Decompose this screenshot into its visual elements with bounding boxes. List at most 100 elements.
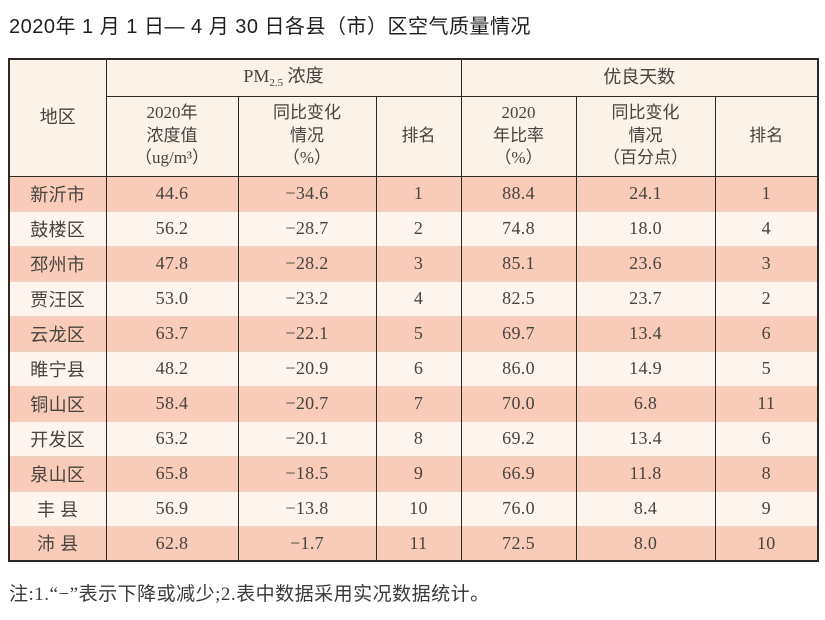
gd-change-cell: 18.0 — [575, 210, 716, 246]
gd-rank-cell: 8 — [714, 455, 819, 491]
pm-change-cell: −13.8 — [237, 490, 377, 526]
table-row: 新沂市 44.6 −34.6 1 88.4 24.1 1 — [8, 176, 819, 211]
gd-change-cell: 13.4 — [575, 420, 716, 456]
pm-rank-cell: 8 — [375, 420, 462, 456]
gd-change-cell: 23.6 — [575, 245, 716, 281]
gd-change-cell: 13.4 — [575, 315, 716, 351]
table-header: 地区 PM2.5 浓度 优良天数 2020年 浓度值 （ug/m³） 同比变化 … — [8, 59, 819, 177]
header-group-row: 地区 PM2.5 浓度 优良天数 — [8, 59, 819, 177]
header-sub-row: 2020年 浓度值 （ug/m³） 同比变化 情况 （%） 排名 2020 年比… — [9, 96, 819, 177]
pm-change-cell: −22.1 — [237, 315, 377, 351]
table-row: 鼓楼区 56.2 −28.7 2 74.8 18.0 4 — [8, 210, 819, 246]
page-title: 2020年 1 月 1 日— 4 月 30 日各县（市）区空气质量情况 — [9, 16, 532, 38]
pm-change-cell: −20.7 — [237, 385, 377, 421]
pm-rank-cell: 6 — [375, 350, 462, 386]
gd-rate-cell: 82.5 — [460, 280, 577, 316]
pm-rank-cell: 7 — [375, 385, 462, 421]
gd-rank-cell: 4 — [714, 210, 819, 246]
table-row: 贾汪区 53.0 −23.2 4 82.5 23.7 2 — [8, 280, 819, 316]
table-row: 泉山区 65.8 −18.5 9 66.9 11.8 8 — [8, 455, 819, 491]
pm-rank-cell: 1 — [375, 176, 462, 211]
pm-rank-cell: 3 — [375, 245, 462, 281]
header-pm25-group: PM2.5 浓度 — [105, 59, 462, 97]
gd-rank-cell: 9 — [714, 490, 819, 526]
region-cell: 鼓楼区 — [8, 210, 107, 246]
region-cell: 开发区 — [8, 420, 107, 456]
region-cell: 丰 县 — [8, 490, 107, 526]
header-pm-change: 同比变化 情况 （%） — [237, 96, 377, 177]
table-row: 邳州市 47.8 −28.2 3 85.1 23.6 3 — [8, 245, 819, 281]
region-cell: 泉山区 — [8, 455, 107, 491]
pm-rank-cell: 11 — [375, 525, 462, 561]
gd-rate-cell: 74.8 — [460, 210, 577, 246]
gd-rate-cell: 86.0 — [460, 350, 577, 386]
region-cell: 新沂市 — [8, 176, 107, 211]
gd-rank-cell: 6 — [714, 420, 819, 456]
gd-change-cell: 8.0 — [575, 525, 716, 561]
pm-value-cell: 48.2 — [105, 350, 239, 386]
header-gd-rank: 排名 — [714, 96, 819, 177]
region-cell: 贾汪区 — [8, 280, 107, 316]
pm-subscript: 2.5 — [269, 76, 284, 89]
pm-value-cell: 44.6 — [105, 176, 239, 211]
pm-change-cell: −23.2 — [237, 280, 377, 316]
table-row: 丰 县 56.9 −13.8 10 76.0 8.4 9 — [8, 490, 819, 526]
footnote: 注:1.“−”表示下降或减少;2.表中数据采用实况数据统计。 — [9, 584, 490, 605]
gd-rank-cell: 3 — [714, 245, 819, 281]
pm-value-cell: 63.2 — [105, 420, 239, 456]
air-quality-table: 地区 PM2.5 浓度 优良天数 2020年 浓度值 （ug/m³） 同比变化 … — [8, 58, 820, 562]
header-gd-rate: 2020 年比率 （%） — [460, 96, 577, 177]
region-cell: 铜山区 — [8, 385, 107, 421]
gd-change-cell: 6.8 — [575, 385, 716, 421]
gd-rate-cell: 88.4 — [460, 176, 577, 211]
gd-rank-cell: 5 — [714, 350, 819, 386]
gd-rate-cell: 66.9 — [460, 455, 577, 491]
gd-rate-cell: 85.1 — [460, 245, 577, 281]
table-row: 铜山区 58.4 −20.7 7 70.0 6.8 11 — [8, 385, 819, 421]
table-row: 开发区 63.2 −20.1 8 69.2 13.4 6 — [8, 420, 819, 456]
gd-rank-cell: 2 — [714, 280, 819, 316]
pm-label-suffix: 浓度 — [283, 65, 324, 86]
pm-change-cell: −28.2 — [237, 245, 377, 281]
gd-change-cell: 23.7 — [575, 280, 716, 316]
table-row: 云龙区 63.7 −22.1 5 69.7 13.4 6 — [8, 315, 819, 351]
pm-rank-cell: 5 — [375, 315, 462, 351]
pm-change-cell: −20.1 — [237, 420, 377, 456]
pm-rank-cell: 4 — [375, 280, 462, 316]
gd-rank-cell: 11 — [714, 385, 819, 421]
table-row: 沛 县 62.8 −1.7 11 72.5 8.0 10 — [8, 525, 819, 561]
gd-rate-cell: 76.0 — [460, 490, 577, 526]
header-good-days-group: 优良天数 — [460, 59, 819, 97]
region-cell: 邳州市 — [8, 245, 107, 281]
pm-rank-cell: 9 — [375, 455, 462, 491]
pm-value-cell: 47.8 — [105, 245, 239, 281]
pm-rank-cell: 10 — [375, 490, 462, 526]
pm-rank-cell: 2 — [375, 210, 462, 246]
pm-change-cell: −20.9 — [237, 350, 377, 386]
gd-rank-cell: 6 — [714, 315, 819, 351]
gd-change-cell: 8.4 — [575, 490, 716, 526]
pm-value-cell: 56.2 — [105, 210, 239, 246]
pm-value-cell: 58.4 — [105, 385, 239, 421]
region-cell: 睢宁县 — [8, 350, 107, 386]
pm-value-cell: 62.8 — [105, 525, 239, 561]
region-cell: 沛 县 — [8, 525, 107, 561]
table-row: 睢宁县 48.2 −20.9 6 86.0 14.9 5 — [8, 350, 819, 386]
pm-change-cell: −34.6 — [237, 176, 377, 211]
pm-value-cell: 56.9 — [105, 490, 239, 526]
pm-label: PM — [243, 65, 270, 86]
pm-change-cell: −1.7 — [237, 525, 377, 561]
gd-rate-cell: 70.0 — [460, 385, 577, 421]
pm-change-cell: −28.7 — [237, 210, 377, 246]
table-body: 新沂市 44.6 −34.6 1 88.4 24.1 1 鼓楼区 56.2 −28.7 2 74.8 1… — [8, 176, 819, 561]
gd-change-cell: 14.9 — [575, 350, 716, 386]
gd-change-cell: 11.8 — [575, 455, 716, 491]
header-pm-rank: 排名 — [375, 96, 462, 177]
pm-value-cell: 65.8 — [105, 455, 239, 491]
pm-value-cell: 63.7 — [105, 315, 239, 351]
gd-change-cell: 24.1 — [575, 176, 716, 211]
gd-rank-cell: 1 — [714, 176, 819, 211]
header-gd-change: 同比变化 情况 （百分点） — [575, 96, 716, 177]
pm-value-cell: 53.0 — [105, 280, 239, 316]
